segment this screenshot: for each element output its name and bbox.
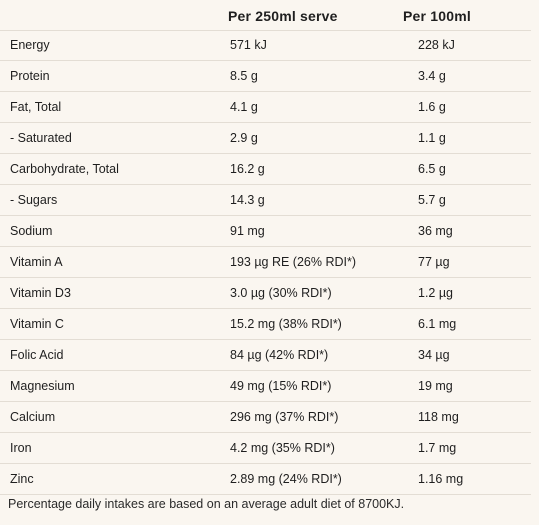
per-100ml-value: 5.7 g (418, 193, 446, 207)
nutrient-name: Iron (10, 441, 32, 455)
per-serve-value: 91 mg (230, 224, 265, 238)
table-row: Sodium 91 mg 36 mg (0, 216, 531, 247)
per-100ml-value: 36 mg (418, 224, 453, 238)
table-row: - Sugars 14.3 g 5.7 g (0, 185, 531, 216)
per-serve-value: 296 mg (37% RDI*) (230, 410, 339, 424)
table-row: Vitamin C 15.2 mg (38% RDI*) 6.1 mg (0, 309, 531, 340)
per-serve-value: 193 µg RE (26% RDI*) (230, 255, 357, 269)
table-row: Iron 4.2 mg (35% RDI*) 1.7 mg (0, 433, 531, 464)
per-100ml-value: 1.6 g (418, 100, 446, 114)
nutrient-name: Carbohydrate, Total (10, 162, 119, 176)
per-100ml-value: 1.1 g (418, 131, 446, 145)
per-serve-value: 2.9 g (230, 131, 258, 145)
per-serve-value: 15.2 mg (38% RDI*) (230, 317, 342, 331)
per-serve-value: 8.5 g (230, 69, 258, 83)
nutrient-name: - Sugars (10, 193, 58, 207)
table-row: Vitamin A 193 µg RE (26% RDI*) 77 µg (0, 247, 531, 278)
table-row: Protein 8.5 g 3.4 g (0, 61, 531, 92)
nutrient-name: Zinc (10, 472, 34, 486)
per-100ml-value: 1.2 µg (418, 286, 454, 300)
table-row: Vitamin D3 3.0 µg (30% RDI*) 1.2 µg (0, 278, 531, 309)
per-serve-value: 2.89 mg (24% RDI*) (230, 472, 342, 486)
table-row: Fat, Total 4.1 g 1.6 g (0, 92, 531, 123)
nutrient-name: Protein (10, 69, 50, 83)
table-row: - Saturated 2.9 g 1.1 g (0, 123, 531, 154)
per-100ml-value: 6.1 mg (418, 317, 457, 331)
per-serve-value: 4.2 mg (35% RDI*) (230, 441, 335, 455)
per-serve-value: 3.0 µg (30% RDI*) (230, 286, 332, 300)
nutrient-name: Sodium (10, 224, 53, 238)
nutrient-name: Vitamin A (10, 255, 63, 269)
per-100ml-value: 1.7 mg (418, 441, 457, 455)
nutrient-name: Calcium (10, 410, 56, 424)
per-serve-value: 84 µg (42% RDI*) (230, 348, 329, 362)
table-row: Calcium 296 mg (37% RDI*) 118 mg (0, 402, 531, 433)
nutrient-name: Vitamin C (10, 317, 64, 331)
per-100ml-value: 34 µg (418, 348, 450, 362)
per-serve-value: 49 mg (15% RDI*) (230, 379, 332, 393)
footnote: Percentage daily intakes are based on an… (8, 497, 405, 511)
header-per-serve: Per 250ml serve (228, 8, 338, 24)
per-serve-value: 16.2 g (230, 162, 265, 176)
per-100ml-value: 6.5 g (418, 162, 446, 176)
per-100ml-value: 77 µg (418, 255, 450, 269)
nutrient-name: Energy (10, 38, 50, 52)
nutrient-name: Magnesium (10, 379, 75, 393)
nutrient-name: - Saturated (10, 131, 72, 145)
per-100ml-value: 1.16 mg (418, 472, 464, 486)
per-serve-value: 14.3 g (230, 193, 265, 207)
per-100ml-value: 19 mg (418, 379, 453, 393)
per-100ml-value: 228 kJ (418, 38, 455, 52)
table-row: Zinc 2.89 mg (24% RDI*) 1.16 mg (0, 464, 531, 495)
table-row: Carbohydrate, Total 16.2 g 6.5 g (0, 154, 531, 185)
per-serve-value: 571 kJ (230, 38, 267, 52)
nutrient-name: Fat, Total (10, 100, 62, 114)
table-row: Magnesium 49 mg (15% RDI*) 19 mg (0, 371, 531, 402)
table-row: Folic Acid 84 µg (42% RDI*) 34 µg (0, 340, 531, 371)
header-per-100ml: Per 100ml (403, 8, 471, 24)
nutrient-name: Folic Acid (10, 348, 64, 362)
nutrient-name: Vitamin D3 (10, 286, 71, 300)
per-serve-value: 4.1 g (230, 100, 258, 114)
per-100ml-value: 3.4 g (418, 69, 446, 83)
table-row: Energy 571 kJ 228 kJ (0, 30, 531, 61)
table-header: Per 250ml serve Per 100ml (0, 0, 531, 31)
per-100ml-value: 118 mg (418, 410, 459, 424)
nutrition-table-body: Energy 571 kJ 228 kJ Protein 8.5 g 3.4 g… (0, 30, 531, 495)
